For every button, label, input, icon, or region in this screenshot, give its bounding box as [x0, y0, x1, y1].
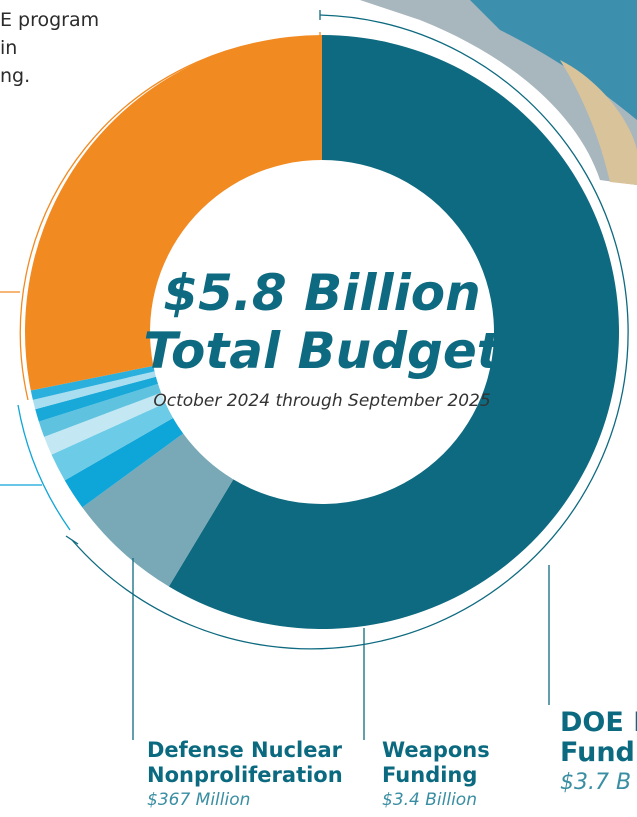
intro-line: in — [0, 37, 18, 59]
category-label: Weapons Funding — [382, 738, 490, 787]
weapons-label: Weapons Funding $3.4 Billion — [382, 738, 492, 813]
donut-segment — [25, 35, 323, 391]
center-caption: October 2024 through September 2025 — [153, 391, 490, 411]
intro-text: E program in ng. — [0, 6, 99, 90]
donut-segment — [35, 376, 159, 422]
center-title: $5.8 Billion — [163, 264, 480, 322]
nonproliferation-label: Defense Nuclear Nonproliferation $367 Mi… — [147, 738, 347, 813]
brackets — [0, 10, 629, 740]
donut-segment — [82, 433, 234, 587]
doe-value: $3.7 B — [560, 770, 632, 795]
intro-line: E program — [0, 9, 100, 31]
donut-segment — [38, 383, 162, 437]
category-label: Defense Nuclear Nonproliferation — [147, 738, 343, 787]
intro-line: ng. — [0, 65, 31, 87]
donut-segment — [168, 35, 620, 629]
donut-segment — [30, 365, 155, 400]
donut-segment — [64, 417, 184, 508]
value-label: $3.4 Billion — [382, 790, 477, 810]
photo — [360, 0, 637, 185]
doe-label: DOE I Fund $3.7 B — [560, 708, 637, 798]
donut-segment — [32, 371, 156, 410]
donut-segment — [44, 392, 166, 455]
doe-line: Fund — [560, 737, 635, 768]
donut-segment — [51, 403, 174, 481]
doe-line: DOE I — [560, 708, 637, 738]
donut — [25, 35, 620, 629]
value-label: $367 Million — [147, 790, 251, 810]
center-subtitle: Total Budget — [143, 322, 502, 380]
